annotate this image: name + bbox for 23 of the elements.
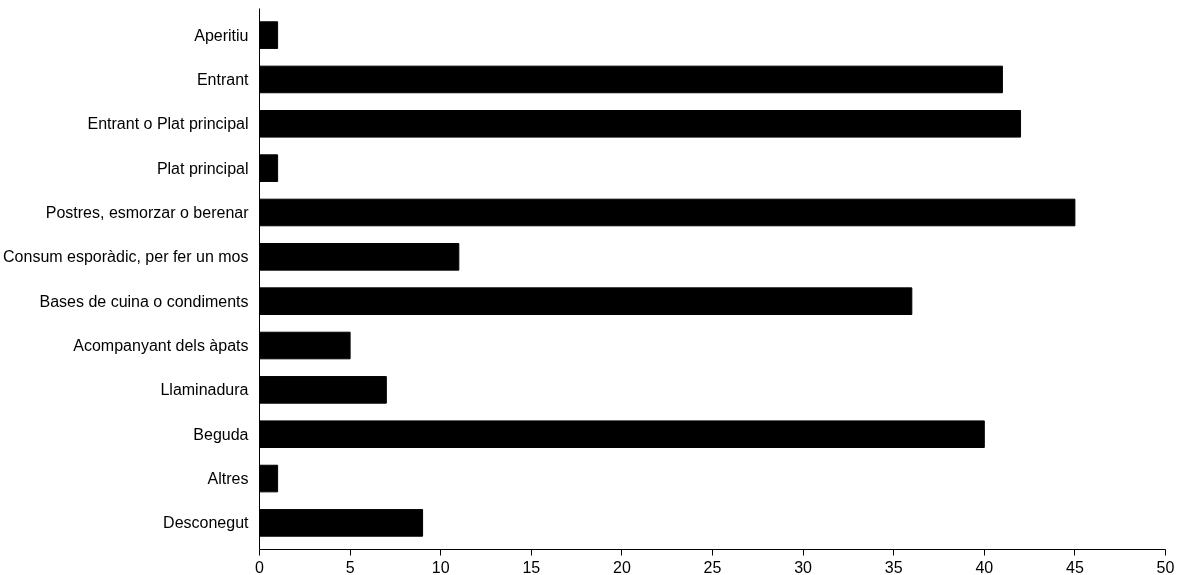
y-tick-label: Entrant o Plat principal (87, 115, 249, 133)
x-tick-label: 0 (255, 558, 265, 575)
x-tick-label: 50 (1156, 558, 1175, 575)
y-tick-label: Bases de cuina o condiments (39, 292, 249, 310)
x-tick-label: 45 (1066, 558, 1084, 575)
y-tick-label: Entrant (196, 70, 250, 88)
y-tick-label: Acompanyant dels àpats (73, 337, 249, 355)
y-tick-label: Plat principal (156, 159, 249, 177)
x-tick-label: 15 (522, 558, 541, 575)
y-tick-label: Beguda (193, 425, 249, 443)
x-tick-label: 30 (794, 558, 813, 575)
y-tick-label: Consum esporàdic, per fer un mos (3, 248, 249, 266)
x-tick-label: 10 (431, 558, 450, 575)
y-tick-label: Aperitiu (194, 26, 249, 44)
y-tick-label: Llaminadura (160, 381, 249, 399)
x-tick-label: 25 (703, 558, 722, 575)
x-tick-label: 35 (884, 558, 903, 575)
x-tick-label: 20 (613, 558, 631, 575)
y-tick-label: Desconegut (163, 514, 250, 532)
y-tick-label: Altres (207, 470, 249, 488)
x-tick-label: 5 (345, 558, 355, 575)
x-tick-label: 40 (975, 558, 994, 575)
y-tick-label: Postres, esmorzar o berenar (45, 203, 250, 221)
